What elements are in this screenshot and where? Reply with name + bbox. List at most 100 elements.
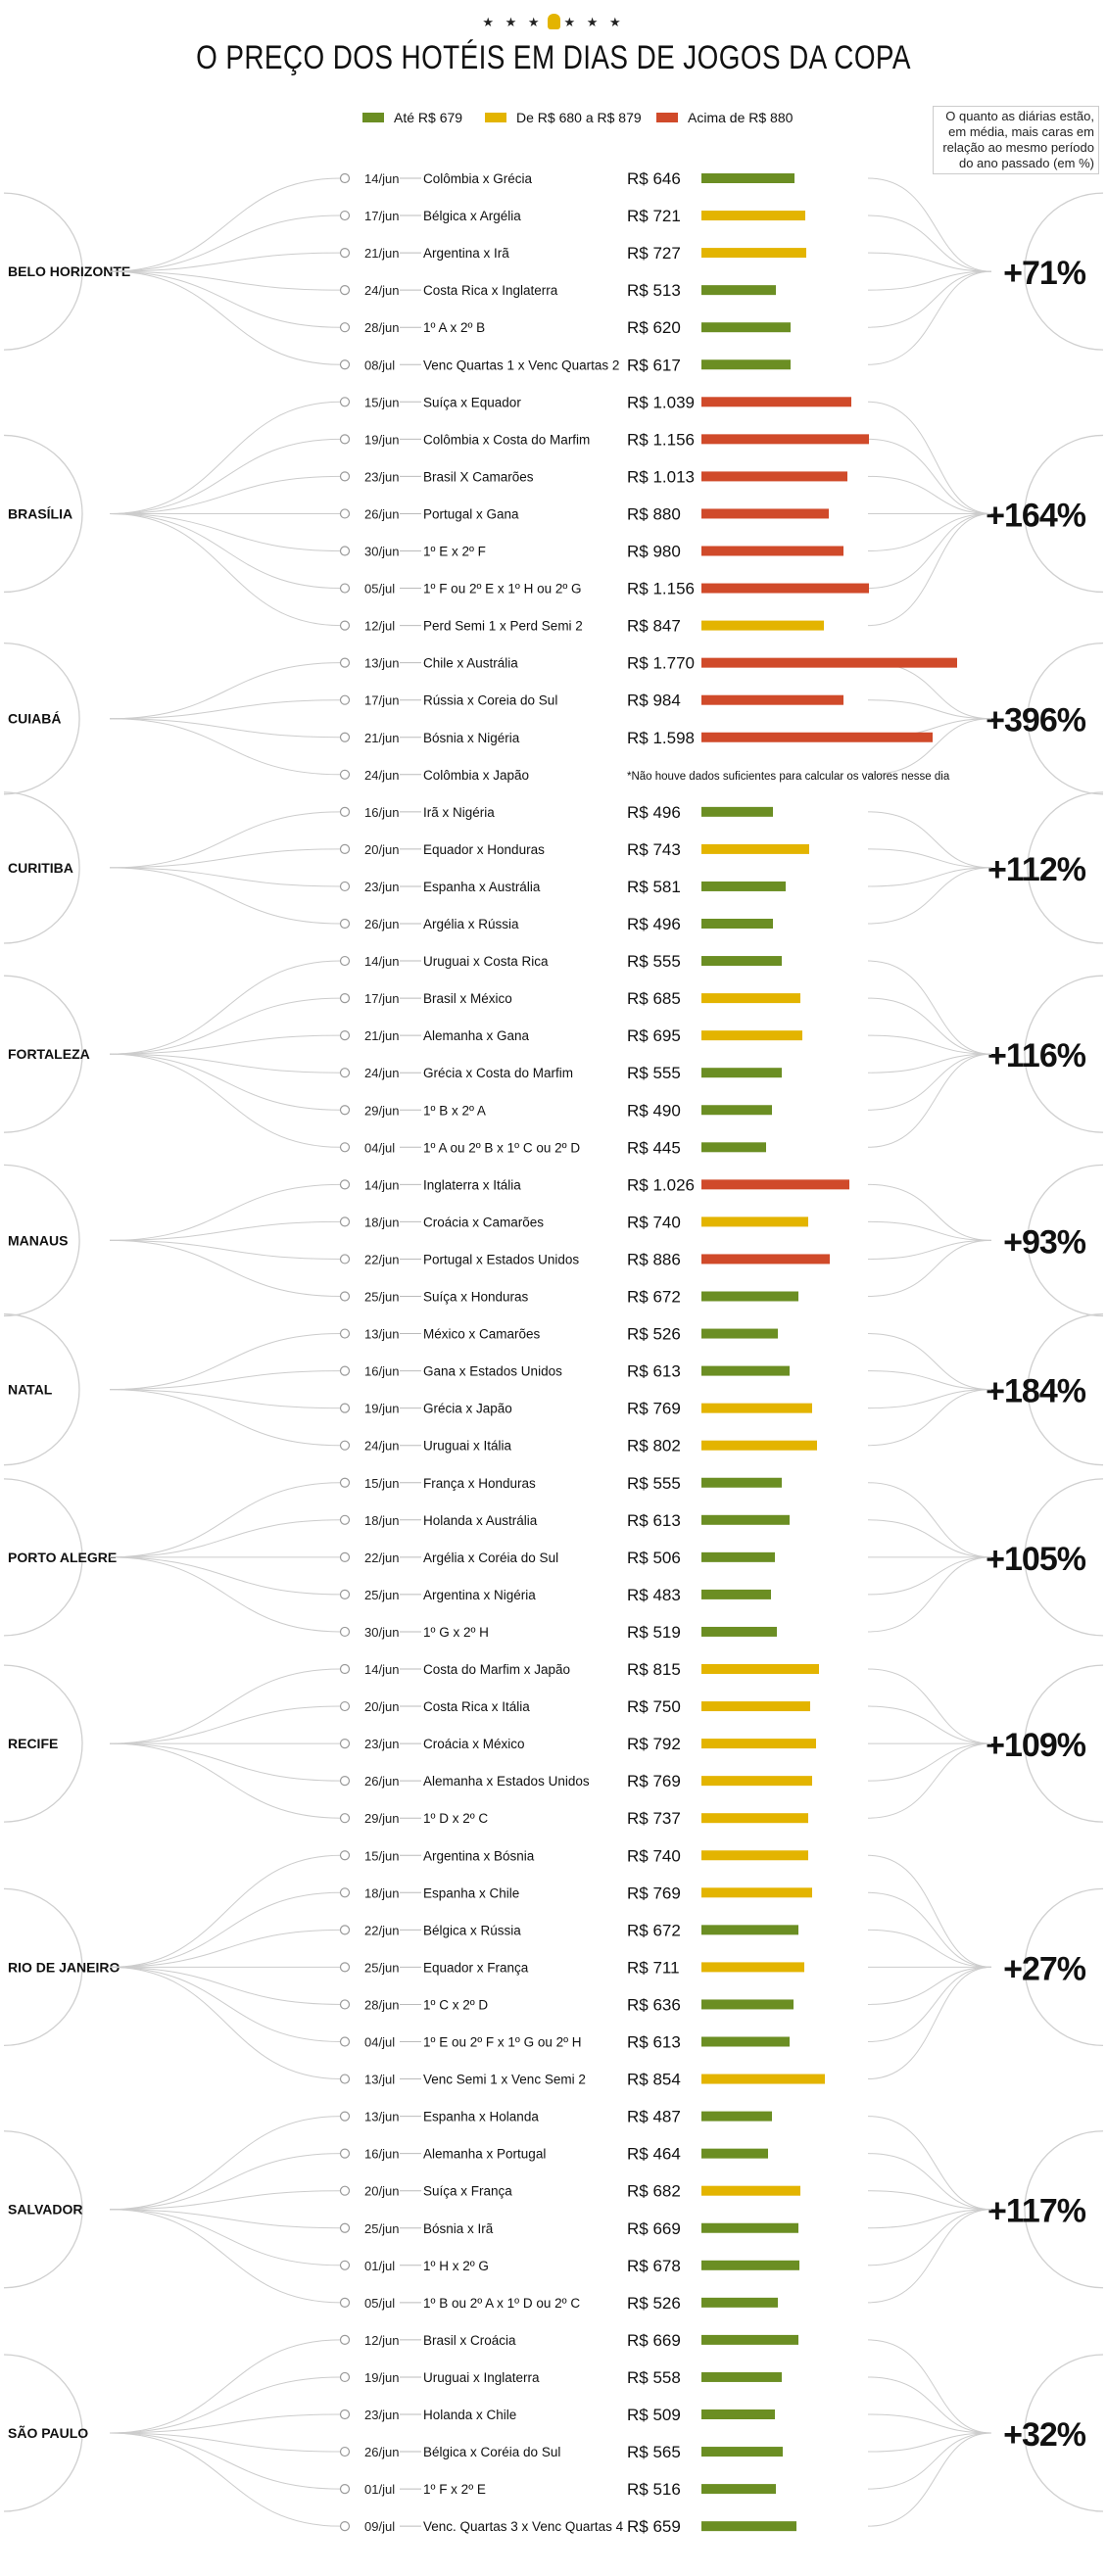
connector-left	[109, 512, 342, 590]
connector-left	[109, 1239, 342, 1260]
price-bar	[701, 843, 809, 854]
game-price: R$ 685	[627, 989, 681, 1008]
connector-left	[109, 270, 342, 291]
game-date: 25/jun	[364, 1588, 399, 1602]
connector-right	[867, 270, 992, 365]
connector-left	[109, 1742, 342, 1782]
legend-swatch-low	[362, 113, 384, 122]
connector-left	[109, 2432, 342, 2490]
game-date: 13/jun	[364, 1327, 399, 1342]
game-date: 18/jun	[364, 1513, 399, 1528]
game-date: 18/jun	[364, 1885, 399, 1900]
game-dot	[339, 2074, 351, 2084]
connector-left	[109, 2116, 342, 2211]
price-bar	[701, 211, 805, 221]
price-bar	[701, 1030, 802, 1041]
game-price: R$ 815	[627, 1660, 681, 1679]
connector-right	[867, 1239, 992, 1260]
price-bar	[701, 2222, 798, 2233]
game-match: Irã x Nigéria	[423, 805, 495, 820]
game-date: 25/jun	[364, 2221, 399, 2236]
connector-right	[867, 2339, 992, 2434]
city-left-arc	[3, 1478, 83, 1637]
price-bar	[701, 1962, 804, 1973]
city-right-arc	[1024, 192, 1104, 351]
game-match: Bósnia x Irã	[423, 2221, 494, 2236]
game-match: França x Honduras	[423, 1476, 536, 1491]
price-bar	[701, 919, 773, 929]
game-price: R$ 659	[627, 2517, 681, 2536]
game-date: 25/jun	[364, 1290, 399, 1305]
price-bar	[701, 2409, 775, 2419]
game-dot	[339, 2185, 351, 2196]
city-name: SALVADOR	[8, 2202, 82, 2218]
game-price: R$ 740	[627, 1213, 681, 1231]
game-dot	[339, 508, 351, 519]
game-match: Bélgica x Rússia	[423, 1923, 521, 1937]
price-bar	[701, 1477, 782, 1488]
connector-right	[867, 1183, 992, 1241]
game-dot	[339, 1663, 351, 1675]
connector-left	[109, 1053, 342, 1148]
city-name: PORTO ALEGRE	[8, 1550, 117, 1565]
connector-right	[867, 1333, 992, 1391]
city-increase: +93%	[1003, 1223, 1086, 1261]
city-increase: +396%	[986, 702, 1086, 739]
game-date: 14/jun	[364, 954, 399, 969]
city-left-arc	[3, 2354, 83, 2512]
connector-left	[109, 2376, 342, 2434]
price-bar	[701, 1551, 775, 1562]
connector-left	[109, 270, 342, 328]
game-dot	[339, 1216, 351, 1227]
game-price: R$ 1.013	[627, 467, 695, 486]
connector-right	[867, 1239, 992, 1297]
game-date: 26/jun	[364, 2445, 399, 2459]
game-dot	[339, 2521, 351, 2532]
connector-left	[109, 438, 342, 514]
game-match: Holanda x Austrália	[423, 1513, 538, 1528]
game-date: 22/jun	[364, 1550, 399, 1565]
price-bar	[701, 2484, 776, 2495]
legend-label-low: Até R$ 679	[394, 110, 463, 125]
connector-right	[867, 662, 992, 720]
game-dot	[339, 471, 351, 482]
price-bar	[701, 1776, 812, 1787]
game-match: Suíça x França	[423, 2184, 512, 2199]
game-date: 23/jun	[364, 1737, 399, 1751]
city-name: MANAUS	[8, 1232, 68, 1248]
game-price: R$ 646	[627, 169, 681, 188]
game-date: 12/jul	[364, 619, 395, 634]
connector-right	[867, 1668, 992, 1744]
game-match: Argentina x Irã	[423, 246, 509, 261]
connector-right	[867, 177, 992, 272]
game-match: Brasil X Camarões	[423, 469, 534, 484]
game-dot	[339, 1514, 351, 1525]
game-date: 29/jun	[364, 1103, 399, 1118]
connector-right	[867, 1053, 992, 1073]
connector-left	[109, 2432, 342, 2453]
game-date: 14/jun	[364, 1177, 399, 1192]
city-left-arc	[3, 643, 80, 795]
city-increase: +184%	[986, 1373, 1086, 1410]
game-price: R$ 509	[627, 2406, 681, 2424]
game-match: Chile x Austrália	[423, 656, 518, 671]
game-price: R$ 555	[627, 952, 681, 971]
game-price: R$ 526	[627, 1325, 681, 1344]
page-title: O PREÇO DOS HOTÉIS EM DIAS DE JOGOS DA C…	[196, 39, 911, 76]
connector-right	[867, 811, 992, 869]
price-bar	[701, 956, 782, 967]
connector-right	[867, 1482, 992, 1558]
price-bar	[701, 1254, 830, 1264]
city-increase: +164%	[986, 497, 1086, 534]
price-bar	[701, 993, 800, 1004]
price-bar	[701, 2447, 783, 2457]
game-date: 22/jun	[364, 1923, 399, 1937]
city-left-arc	[3, 1164, 80, 1317]
connector-right	[867, 2209, 992, 2266]
game-date: 16/jun	[364, 1364, 399, 1379]
decorative-stars: ★ ★ ★ ★ ★ ★	[0, 14, 1107, 30]
game-price: R$ 487	[627, 2108, 681, 2126]
game-match: Portugal x Estados Unidos	[423, 1252, 579, 1266]
connector-left	[109, 1668, 342, 1744]
connector-left	[109, 1705, 342, 1744]
